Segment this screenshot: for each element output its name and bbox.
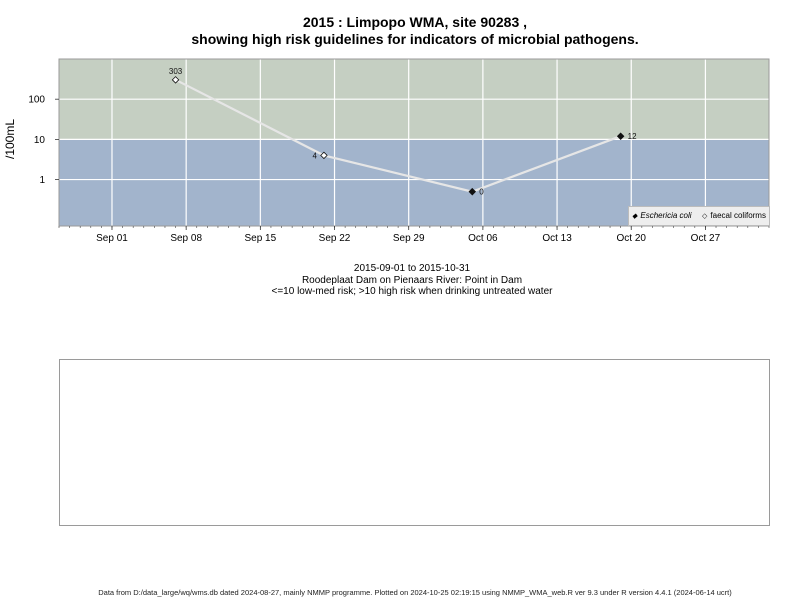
ecoli-point [468,187,477,196]
data-label: 0 [479,188,484,197]
caption-risk-guideline: <=10 low-med risk; >10 high risk when dr… [271,286,553,297]
faecal-point [171,76,180,84]
footer-note: Data from D:/data_large/wq/wms.db dated … [98,588,732,597]
y-tick-label: 1 [39,175,45,186]
open-diamond-icon: ◇ [702,213,708,220]
caption-date-range: 2015-09-01 to 2015-10-31 [353,263,471,274]
x-tick-label: Sep 29 [393,233,425,244]
ecoli-point [616,132,625,140]
data-label: 4 [312,151,317,160]
chart-title-line-1: 2015 : Limpopo WMA, site 90283 , [302,14,528,30]
y-tick-label: 10 [34,135,46,146]
x-tick-label: Sep 15 [244,233,276,244]
axes: Sep 01 Sep 08 Sep 15 Sep 22 Sep 29 Oct 06 Oct … [28,58,770,244]
faecal-point [320,151,328,160]
x-tick-label: Sep 08 [170,233,202,244]
caption-site: Roodeplaat Dam on Pienaars River: Point … [301,275,523,286]
x-tick-label: Sep 22 [319,233,351,244]
filled-diamond-icon: ◆ [632,213,638,220]
data-label: 12 [628,132,637,141]
risk-bands [59,59,769,226]
x-tick-label: Oct 13 [542,233,572,244]
legend-label-faecal: faecal coliforms [710,211,766,220]
data-polyline [175,78,621,193]
legend-item-faecal: ◇ faecal coliforms [702,211,766,220]
chart-legend: ◆ Eschericia coli ◇ faecal coliforms [628,206,770,226]
x-tick-label: Oct 20 [617,233,647,244]
chart-title-line-2: showing high risk guidelines for indicat… [191,31,639,47]
empty-plot-panel [59,359,770,526]
y-tick-label: 100 [28,95,45,106]
x-tick-label: Oct 27 [691,233,721,244]
data-points: 0 12 303 4 [169,67,637,197]
data-label: 303 [169,67,183,76]
x-tick-label: Sep 01 [96,233,128,244]
legend-label-ecoli: Eschericia coli [640,211,692,220]
data-line [175,78,621,193]
x-tick-label: Oct 06 [468,233,498,244]
plot-frame [58,58,770,227]
grid-lines [59,59,769,226]
legend-item-ecoli: ◆ Eschericia coli [632,211,692,220]
